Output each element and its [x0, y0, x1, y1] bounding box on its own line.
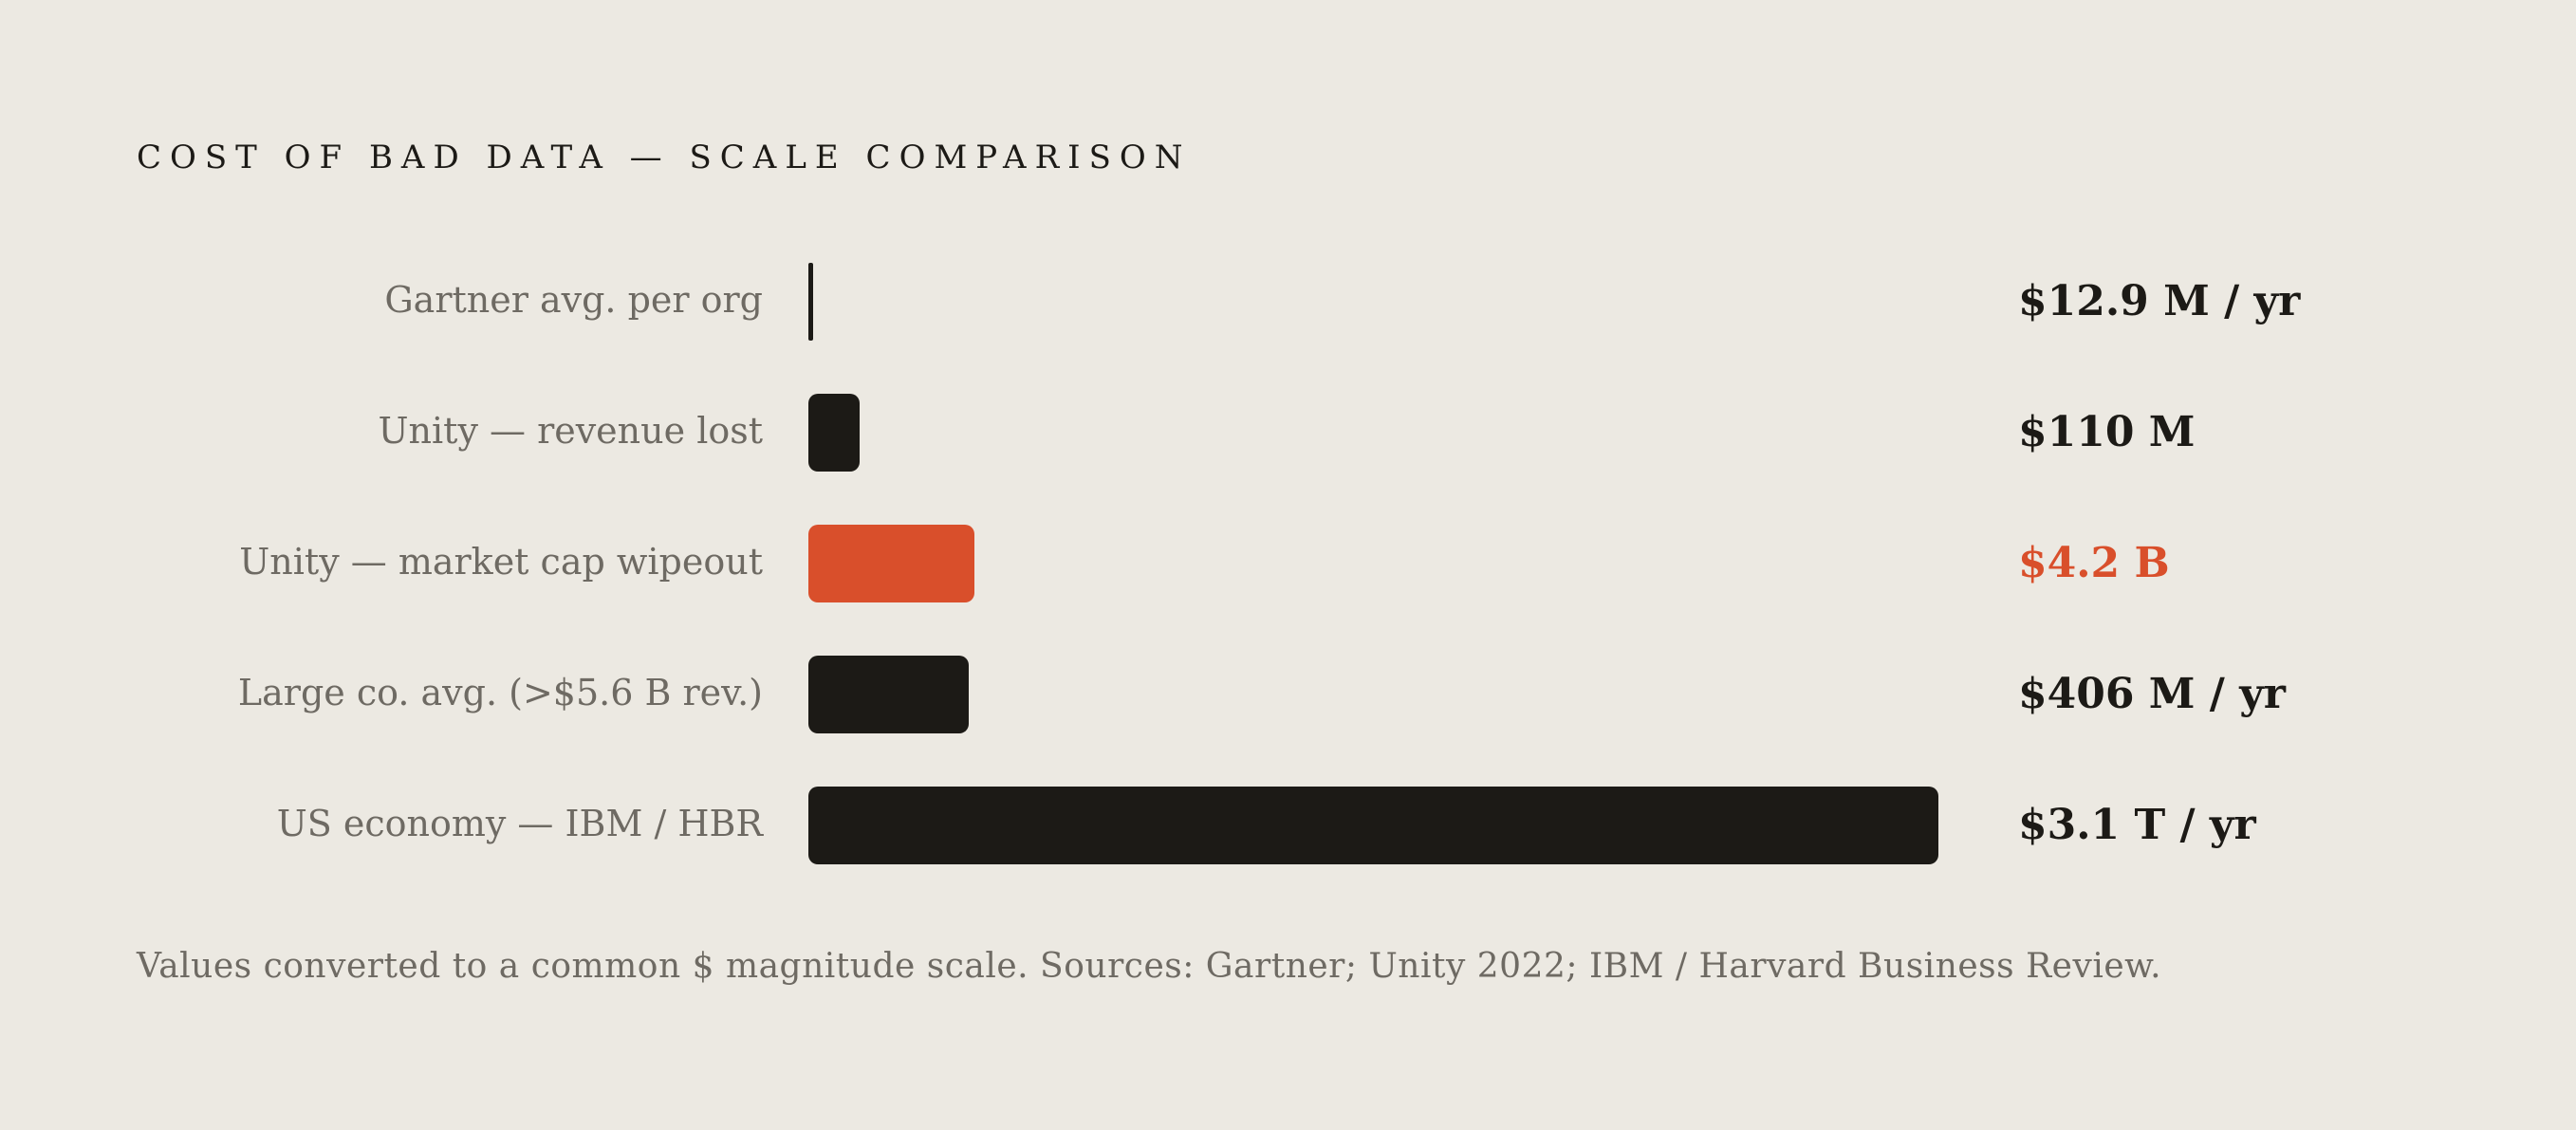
bar: [808, 656, 969, 733]
value-label: $12.9 M / yr: [2018, 277, 2301, 325]
bar: [808, 787, 1938, 864]
value-label: $4.2 B: [2018, 539, 2170, 587]
chart-footnote: Values converted to a common $ magnitude…: [137, 947, 2162, 986]
chart-title: COST OF BAD DATA — SCALE COMPARISON: [137, 139, 1192, 176]
value-label: $3.1 T / yr: [2018, 801, 2256, 849]
category-label: US economy — IBM / HBR: [276, 803, 763, 844]
category-label: Unity — market cap wipeout: [239, 541, 763, 583]
bar: [808, 525, 974, 602]
value-label: $110 M: [2018, 408, 2196, 456]
category-label: Large co. avg. (>$5.6 B rev.): [237, 672, 763, 713]
category-label: Gartner avg. per org: [384, 279, 763, 321]
bar: [808, 394, 860, 472]
value-label: $406 M / yr: [2018, 670, 2286, 718]
bar: [808, 263, 813, 341]
category-label: Unity — revenue lost: [378, 410, 763, 452]
